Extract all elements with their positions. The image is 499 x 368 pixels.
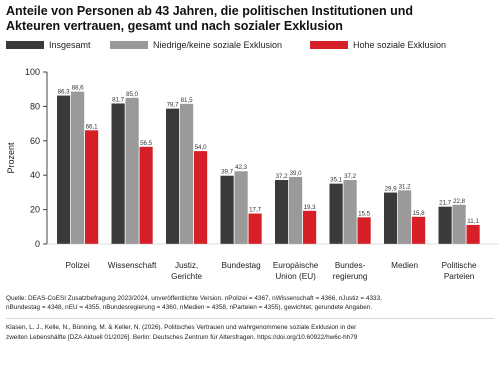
bar	[180, 103, 194, 244]
bar	[71, 91, 85, 244]
bar-value-label: 81,5	[181, 97, 194, 104]
bar	[220, 175, 234, 244]
x-category-label: Medien	[391, 261, 418, 270]
bar	[452, 204, 466, 244]
source-note-line-2: nBundestag = 4348, nEU = 4355, nBundesre…	[6, 304, 373, 311]
x-category-label: Union (EU)	[275, 272, 316, 281]
y-tick-label: 60	[30, 136, 40, 146]
x-category-label: Parteien	[444, 272, 475, 281]
bar-value-label: 81,7	[112, 96, 125, 103]
citation: Klasen, L. J., Kelle, N., Bünning, M. & …	[6, 323, 496, 343]
bar-value-label: 31,2	[399, 183, 412, 190]
bar	[303, 210, 317, 244]
legend-swatch-niedrige-exklusion	[110, 41, 148, 49]
x-category-label: Bundestag	[222, 261, 262, 270]
bar-value-label: 56,5	[140, 140, 153, 147]
bar-value-label: 15,8	[413, 210, 426, 217]
bar-value-label: 66,1	[86, 123, 99, 130]
bar	[85, 130, 99, 244]
bar-value-label: 37,2	[344, 173, 357, 180]
bar-value-label: 29,9	[385, 186, 398, 193]
bar-value-label: 88,6	[72, 85, 85, 92]
bar	[248, 213, 262, 244]
bar	[398, 190, 412, 244]
bar-value-label: 39,0	[290, 170, 303, 177]
bar-value-label: 42,3	[235, 164, 248, 171]
chart-title-line-1: Anteile von Personen ab 43 Jahren, die p…	[6, 4, 414, 18]
bar	[289, 176, 303, 244]
citation-line-1: Klasen, L. J., Kelle, N., Bünning, M. & …	[6, 324, 357, 331]
legend-swatch-hohe-exklusion	[310, 41, 348, 49]
legend-label-hohe-exklusion: Hohe soziale Exklusion	[353, 40, 447, 50]
bar	[357, 217, 371, 244]
bar-value-label: 17,7	[249, 207, 262, 214]
bar-value-label: 22,8	[453, 198, 466, 205]
chart-title: Anteile von Personen ab 43 Jahren, die p…	[6, 4, 496, 34]
bar-value-label: 85,0	[126, 91, 139, 98]
legend-label-insgesamt: Insgesamt	[49, 40, 91, 50]
citation-line-2: zweiten Lebenshälfte [DZA Aktuell 01/202…	[6, 334, 358, 341]
bar	[275, 180, 289, 244]
bar-value-label: 78,7	[167, 102, 180, 109]
y-tick-label: 100	[25, 67, 40, 77]
bar	[343, 180, 357, 244]
bar-value-label: 15,5	[358, 210, 371, 217]
y-tick-label: 40	[30, 170, 40, 180]
y-tick-label: 0	[35, 239, 40, 249]
legend-item-niedrige-exklusion: Niedrige/keine soziale Exklusion	[110, 38, 282, 52]
y-tick-label: 20	[30, 205, 40, 215]
bar-value-label: 11,1	[467, 218, 479, 225]
chart-title-line-2: Akteuren vertrauen, gesamt und nach sozi…	[6, 19, 343, 33]
bar-value-label: 37,2	[276, 173, 289, 180]
chart-legend: Insgesamt Niedrige/keine soziale Exklusi…	[6, 38, 496, 52]
bar	[329, 183, 343, 244]
x-category-label: Gerichte	[171, 272, 202, 281]
source-note-line-1: Quelle: DEAS-CoESI Zusatzbefragung 2023/…	[6, 295, 382, 302]
divider	[6, 318, 494, 319]
bar	[166, 108, 180, 244]
bar	[234, 171, 248, 244]
bar	[466, 224, 480, 244]
x-category-label: Justiz,	[175, 261, 198, 270]
x-category-label: Politische	[442, 261, 477, 270]
bar	[57, 95, 71, 245]
x-category-label: Bundes-	[335, 261, 366, 270]
bar	[111, 103, 125, 244]
legend-label-niedrige-exklusion: Niedrige/keine soziale Exklusion	[153, 40, 283, 50]
bar-chart: 0 20 40 60 80 100 Prozent 86,388,6 66,1 Polizei 81…	[6, 67, 499, 281]
bar-value-label: 21,7	[439, 200, 452, 207]
y-tick-label: 80	[30, 101, 40, 111]
bar	[194, 151, 208, 244]
bar-value-label: 86,3	[58, 89, 71, 96]
source-note: Quelle: DEAS-CoESI Zusatzbefragung 2023/…	[6, 294, 496, 312]
legend-item-insgesamt: Insgesamt	[6, 38, 91, 52]
x-category-label: Polizei	[66, 261, 90, 270]
y-axis-title: Prozent	[6, 142, 16, 174]
x-category-label: Wissenschaft	[108, 261, 157, 270]
bar	[384, 192, 398, 244]
legend-swatch-insgesamt	[6, 41, 44, 49]
bar-value-label: 19,3	[304, 204, 317, 211]
legend-item-hohe-exklusion: Hohe soziale Exklusion	[310, 38, 446, 52]
x-category-label: regierung	[333, 272, 368, 281]
bar	[438, 206, 452, 244]
bar-value-label: 35,1	[330, 177, 343, 184]
x-category-label: Europäische	[273, 261, 319, 270]
bar-value-label: 39,7	[221, 169, 234, 176]
bar	[412, 216, 426, 244]
bar-value-label: 54,0	[195, 144, 208, 151]
bar	[139, 146, 153, 244]
bar	[125, 97, 139, 244]
